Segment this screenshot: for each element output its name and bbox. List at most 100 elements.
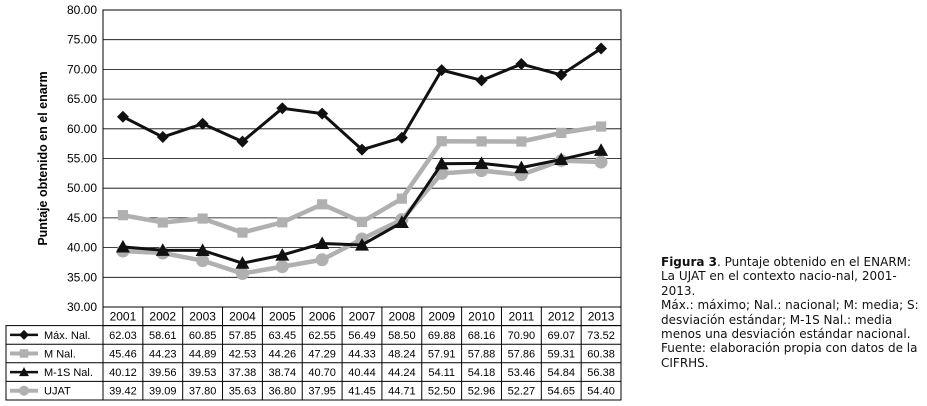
data-point (435, 64, 448, 77)
x-tick-label: 2005 (269, 310, 296, 324)
chart-container: 30.00 35.00 40.00 45.00 50.00 55.00 60.00 65.00… (5, 3, 622, 401)
data-point (556, 127, 567, 138)
legend-marker (19, 329, 29, 340)
y-tick-label: 75.00 (67, 33, 97, 47)
legend-label: M Nal. (44, 349, 76, 361)
data-point (276, 102, 289, 115)
data-label: 44.33 (348, 349, 376, 361)
data-point (394, 215, 409, 229)
data-label: 62.03 (109, 330, 137, 342)
x-tick-label: 2003 (189, 310, 216, 324)
data-label: 58.50 (388, 330, 416, 342)
data-label: 35.63 (229, 386, 257, 398)
data-point (317, 199, 328, 210)
data-point (275, 248, 290, 261)
data-label: 63.45 (269, 330, 297, 342)
data-label: 59.31 (547, 349, 575, 361)
caption-source: Fuente: elaboración propia con datos de … (661, 341, 918, 370)
table-row: M-1S Nal. 40.12 39.56 39.53 37.38 38.74 40.70 4… (10, 367, 615, 379)
x-tick-label: 2012 (548, 310, 575, 324)
data-label: 37.95 (308, 386, 336, 398)
data-point (594, 143, 609, 156)
caption-figure-label: Figura 3 (661, 255, 717, 269)
y-tick-label: 60.00 (67, 122, 97, 136)
x-tick-label: 2001 (110, 310, 137, 324)
data-label: 37.38 (229, 367, 257, 379)
data-label: 44.24 (388, 367, 416, 379)
y-tick-label: 55.00 (67, 152, 97, 166)
data-label: 57.86 (508, 349, 536, 361)
data-point (155, 243, 170, 256)
data-label: 39.53 (189, 367, 217, 379)
data-label: 54.18 (468, 367, 496, 379)
caption-abbreviations: Máx.: máximo; Nal.: nacional; M: media; … (661, 298, 919, 342)
data-point (356, 216, 368, 227)
data-point (516, 136, 527, 147)
series-m-1s-nal- (115, 143, 609, 269)
series-m-nal- (117, 121, 607, 238)
data-point (554, 152, 569, 166)
data-label: 52.50 (428, 386, 456, 398)
data-point (396, 193, 407, 204)
y-tick-label: 80.00 (67, 3, 97, 17)
data-label: 60.85 (189, 330, 217, 342)
data-point (474, 156, 489, 169)
x-tick-label: 2008 (388, 310, 415, 324)
x-tick-label: 2013 (588, 310, 615, 324)
data-label: 45.46 (109, 349, 137, 361)
data-label: 57.88 (468, 349, 496, 361)
data-point (395, 131, 408, 144)
data-label: 39.09 (149, 386, 177, 398)
data-point (115, 239, 130, 253)
data-label: 60.38 (587, 349, 615, 361)
x-tick-label: 2002 (149, 310, 176, 324)
data-point (237, 227, 248, 238)
data-point (555, 68, 568, 81)
gridlines: 30.00 35.00 40.00 45.00 50.00 55.00 60.00 65.00… (67, 3, 621, 314)
caption-title: Figura 3. Puntaje obtenido en el ENARM: … (661, 255, 925, 298)
legend-marker (19, 385, 29, 396)
y-tick-label: 35.00 (67, 270, 97, 284)
data-label: 41.45 (348, 386, 376, 398)
data-label: 39.56 (149, 367, 177, 379)
x-tick-label: 2007 (349, 310, 376, 324)
series-m-x-nal- (116, 42, 608, 156)
data-label: 68.16 (468, 330, 496, 342)
data-point (316, 107, 329, 120)
line-chart: 30.00 35.00 40.00 45.00 50.00 55.00 60.00 65.00… (5, 3, 622, 401)
data-label: 52.96 (468, 386, 496, 398)
legend-marker (19, 367, 29, 377)
data-label: 44.23 (149, 349, 177, 361)
data-label: 54.84 (547, 367, 575, 379)
data-point (515, 58, 528, 71)
data-label: 40.12 (109, 367, 137, 379)
y-tick-label: 65.00 (67, 92, 97, 106)
data-label: 54.40 (587, 386, 615, 398)
data-label: 52.27 (508, 386, 536, 398)
data-point (595, 121, 607, 132)
data-point (475, 74, 488, 87)
legend-label: UJAT (44, 386, 71, 398)
legend-label: Máx. Nal. (44, 330, 90, 342)
data-point (315, 253, 329, 267)
data-point (514, 160, 529, 174)
data-label: 48.24 (388, 349, 416, 361)
data-table: 2001 2002 2003 2004 2005 2006 2007 2008 2009 2010… (5, 306, 622, 401)
data-point (594, 155, 608, 169)
data-label: 58.61 (149, 330, 177, 342)
data-point (436, 136, 447, 147)
data-label: 54.11 (428, 367, 455, 379)
data-point (315, 236, 330, 250)
data-point (476, 136, 487, 147)
figure-caption: Figura 3. Puntaje obtenido en el ENARM: … (661, 255, 925, 370)
data-label: 57.91 (428, 349, 456, 361)
y-tick-label: 50.00 (67, 181, 97, 195)
data-point (277, 217, 288, 228)
data-point (275, 260, 289, 274)
data-label: 40.44 (348, 367, 376, 379)
data-label: 54.65 (547, 386, 575, 398)
table-row: Máx. Nal. 62.03 58.61 60.85 57.85 63.45 62.55 5… (10, 329, 615, 342)
data-label: 56.49 (348, 330, 376, 342)
data-point (355, 237, 369, 251)
data-label: 44.71 (388, 386, 416, 398)
